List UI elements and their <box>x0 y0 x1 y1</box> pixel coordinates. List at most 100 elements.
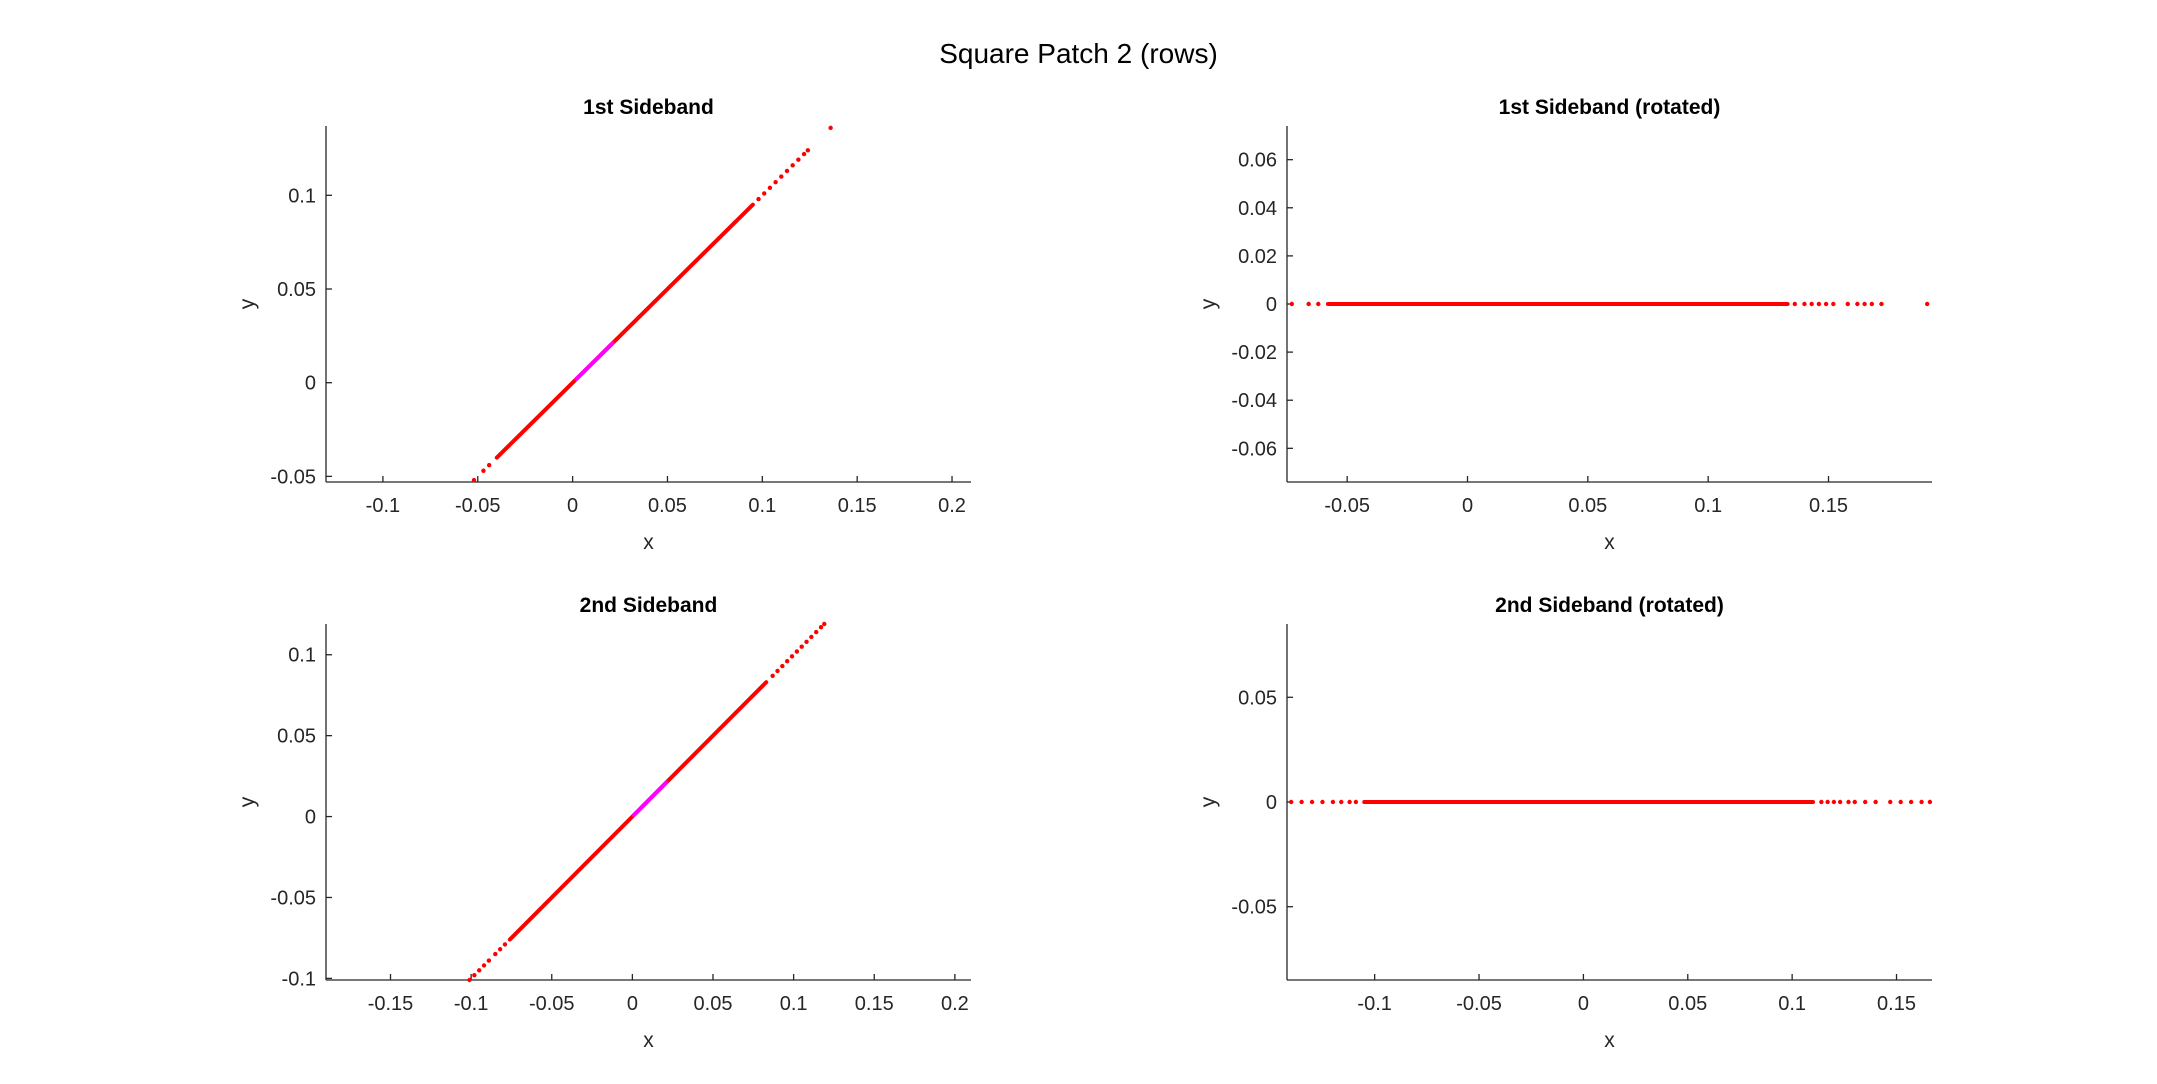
y-axis-label: y <box>1197 298 1220 309</box>
y-tick-label: 0.1 <box>288 185 316 207</box>
y-tick-label: 0.05 <box>277 726 316 748</box>
data-point <box>1888 799 1893 805</box>
data-point <box>1873 799 1878 805</box>
data-point <box>1320 799 1325 805</box>
x-tick-label: 0.2 <box>941 993 969 1015</box>
y-tick-label: 0 <box>1266 294 1277 316</box>
subplot-title: 2nd Sideband <box>580 594 718 617</box>
x-axis-label: x <box>1604 1029 1615 1052</box>
data-point <box>481 468 486 473</box>
data-point <box>780 663 785 669</box>
data-series-1 <box>471 125 833 483</box>
x-axis-label: x <box>1604 531 1615 554</box>
data-point <box>1863 799 1868 805</box>
data-point <box>796 157 801 162</box>
subplot-2: -0.05 0 0.05 0.1 0.15 -0.06 -0.04 -0.02 0 0.02 0.0… <box>1197 96 1932 554</box>
data-point <box>476 968 482 973</box>
y-tick-label: 0.1 <box>288 645 316 667</box>
figure-title: Square Patch 2 (rows) <box>939 38 1218 69</box>
data-point <box>1927 799 1933 805</box>
data-point <box>1924 301 1930 307</box>
data-point <box>1908 799 1914 805</box>
y-tick-label: 0.05 <box>277 279 316 301</box>
data-point <box>1809 301 1814 307</box>
x-tick-label: 0.1 <box>780 993 808 1015</box>
y-tick-label: -0.04 <box>1231 390 1277 412</box>
data-point <box>762 191 767 196</box>
data-point <box>1347 799 1352 805</box>
data-point <box>1855 301 1860 307</box>
x-tick-label: 0.05 <box>1668 993 1707 1015</box>
y-tick-label: 0 <box>305 807 316 829</box>
x-tick-label: 0.05 <box>694 993 733 1015</box>
data-point <box>804 639 809 644</box>
data-point <box>775 668 780 674</box>
data-point <box>1831 799 1837 805</box>
data-series-2 <box>631 780 669 817</box>
data-point <box>1845 301 1850 307</box>
x-tick-label: 0.1 <box>1694 495 1722 517</box>
data-point <box>1816 301 1822 307</box>
data-line-segment <box>631 780 669 817</box>
x-tick-label: -0.05 <box>1456 993 1502 1015</box>
subplot-4: -0.1 -0.05 0 0.05 0.1 0.15 -0.05 0 0.05 2nd Sideb… <box>1197 594 1933 1052</box>
data-point <box>773 180 778 185</box>
y-tick-label: 0.02 <box>1238 246 1277 268</box>
data-point <box>799 644 804 649</box>
data-point <box>1823 301 1829 307</box>
data-point <box>1299 799 1304 805</box>
y-tick-label: -0.02 <box>1231 342 1277 364</box>
y-axis-label: y <box>236 298 259 309</box>
data-point <box>1898 799 1903 805</box>
data-point <box>1852 799 1857 805</box>
data-point <box>818 625 824 630</box>
data-point <box>1869 301 1875 307</box>
data-point <box>767 185 773 191</box>
data-point <box>784 659 790 664</box>
y-tick-label: -0.06 <box>1231 438 1277 460</box>
data-point <box>467 977 472 983</box>
x-tick-label: -0.05 <box>1324 495 1370 517</box>
x-tick-label: -0.05 <box>455 495 501 517</box>
x-axis-label: x <box>643 531 654 554</box>
data-point <box>805 148 811 153</box>
data-point <box>1306 301 1311 307</box>
y-tick-label: 0.06 <box>1238 150 1277 172</box>
x-tick-label: 0 <box>567 495 578 517</box>
x-tick-label: 0.05 <box>1568 495 1607 517</box>
x-tick-label: -0.1 <box>454 993 488 1015</box>
x-tick-label: 0.05 <box>648 495 687 517</box>
y-tick-label: -0.1 <box>282 968 316 990</box>
y-tick-label: 0.04 <box>1238 198 1277 220</box>
y-tick-label: 0 <box>305 373 316 395</box>
data-point <box>1819 799 1824 805</box>
data-point <box>1879 301 1884 307</box>
data-point <box>1831 301 1836 307</box>
subplot-title: 1st Sideband (rotated) <box>1499 96 1721 119</box>
data-series-1 <box>1288 799 1933 805</box>
data-point <box>1802 301 1807 307</box>
data-point <box>784 168 790 174</box>
data-point <box>472 972 477 978</box>
data-point <box>1837 799 1843 805</box>
x-tick-label: 0.15 <box>838 495 877 517</box>
x-tick-label: -0.05 <box>529 993 575 1015</box>
data-point <box>1353 799 1359 805</box>
data-point <box>756 196 761 202</box>
data-series-2 <box>574 341 615 381</box>
data-point <box>1862 301 1867 307</box>
data-point <box>481 963 487 968</box>
data-point <box>814 629 819 635</box>
y-axis-label: y <box>1197 796 1220 807</box>
y-tick-label: -0.05 <box>270 466 316 488</box>
subplot-title: 1st Sideband <box>583 96 714 119</box>
data-point <box>809 634 814 640</box>
y-tick-label: 0.05 <box>1238 687 1277 709</box>
data-point <box>502 942 508 947</box>
data-point <box>1309 799 1315 805</box>
data-point <box>1330 799 1336 805</box>
x-tick-label: -0.15 <box>368 993 414 1015</box>
data-point <box>770 673 775 678</box>
